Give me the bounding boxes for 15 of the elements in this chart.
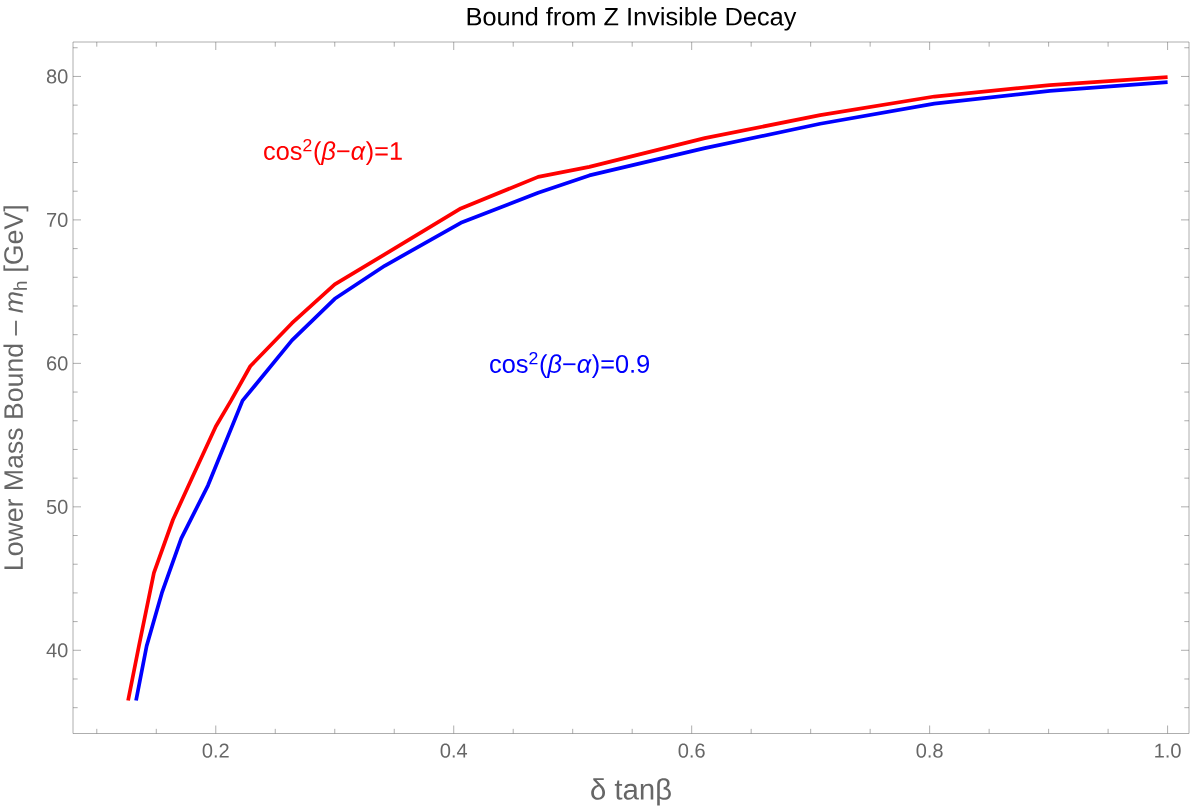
text: cos$^{2}$(β−α)=0.9	[490, 351, 649, 378]
chart-title: Bound from Z Invisible Decay	[467, 7, 797, 31]
text: cos$^{2}$(β−α)=1	[264, 138, 402, 165]
x-tick-label: 0.8	[916, 743, 943, 758]
y-tick-label: 50	[46, 499, 68, 514]
y-axis-title: Lower Mass Bound – m$_{h}$ [GeV]	[3, 206, 29, 569]
y-tick-label: 40	[46, 643, 68, 658]
y-tick-label: 80	[46, 69, 68, 84]
y-tick-label: 70	[47, 212, 68, 227]
x-tick-label: 0.6	[678, 743, 705, 758]
x-tick-label: 0.2	[202, 743, 229, 758]
y-tick-label: 60	[47, 356, 68, 371]
x-axis-title: δ tanβ	[591, 778, 671, 806]
x-tick-label: 1.0	[1155, 743, 1181, 758]
x-tick-label: 0.4	[440, 743, 468, 758]
